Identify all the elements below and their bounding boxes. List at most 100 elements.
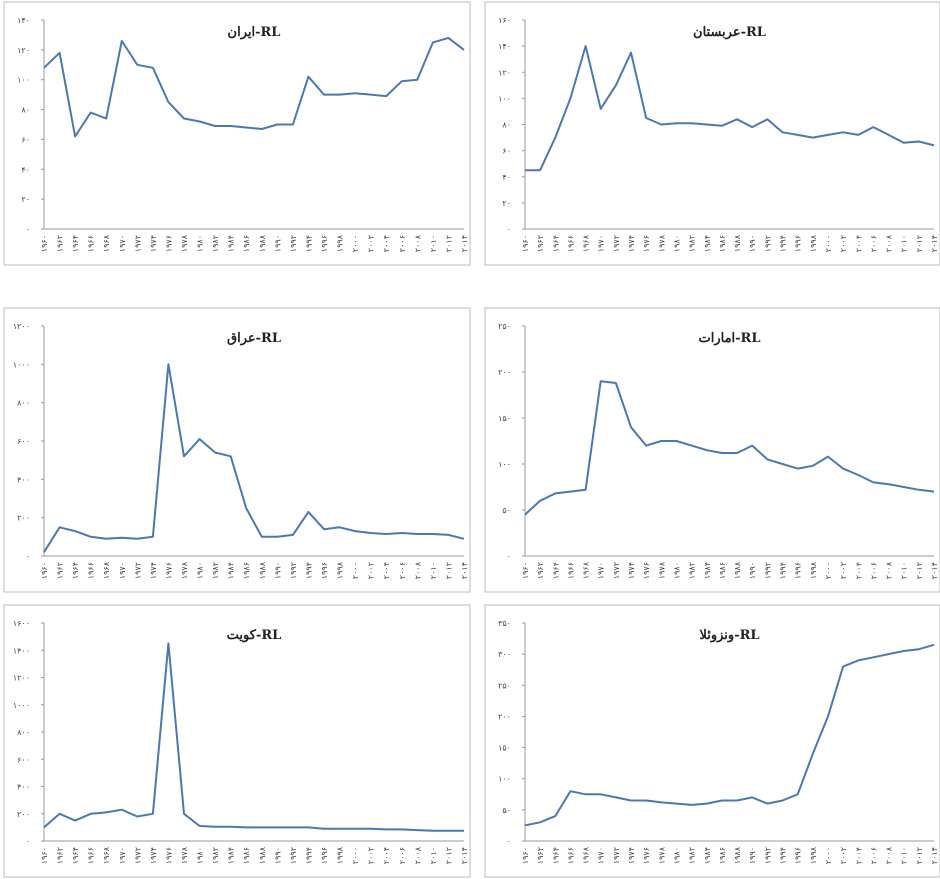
y-tick-label: ۱۰۰ [498,460,511,469]
x-tick-label: ۲۰۰۶ [398,562,407,579]
x-tick-label: ۱۹۷۸ [657,561,666,579]
x-tick-label: ۲۰۰۶ [869,847,878,864]
x-tick-label: ۱۹۸۸ [258,846,267,864]
x-tick-label: ۱۹۹۴ [779,847,788,864]
x-tick-label: ۲۰۰۸ [885,234,894,252]
x-tick-label: ۱۹۹۴ [304,847,313,864]
x-tick-label: ۱۹۹۸ [809,846,818,864]
x-tick-label: ۱۹۹۲ [289,235,298,252]
x-tick-label: ۱۹۶۶ [566,562,575,579]
x-tick-label: ۱۹۶۲ [536,847,545,864]
x-tick-label: ۱۹۹۲ [289,847,298,864]
y-tick-label: ۶۰۰ [17,755,30,764]
panel-border [484,604,940,878]
chart-title: ونزوئلا-RL [699,628,759,643]
x-tick-label: ۱۹۷۲ [133,562,142,579]
x-tick-label: ۱۹۸۲ [688,235,697,252]
y-tick-label: ۱۴۰۰ [13,646,30,655]
x-tick-label: ۱۹۸۲ [211,847,220,864]
x-tick-label: ۱۹۹۶ [794,847,803,864]
chart-title: امارات-RL [698,331,760,346]
y-tick-label: ۲۰۰ [17,514,30,523]
x-tick-label: ۱۹۷۶ [642,235,651,252]
x-tick-label: ۲۰۰۸ [413,561,422,579]
y-tick-label: ۲۰ [502,199,511,208]
x-tick-label: ۱۹۷۲ [133,847,142,864]
x-tick-label: ۱۹۹۴ [779,235,788,252]
y-tick-label: ۱۵۰ [498,414,511,423]
x-tick-label: ۱۹۶۰ [521,562,530,579]
x-tick-label: ۱۹۷۰ [597,562,606,579]
x-tick-label: ۲۰۰۰ [351,562,360,579]
x-tick-label: ۲۰۰۶ [869,235,878,252]
x-tick-label: ۲۰۱۰ [429,562,438,579]
x-tick-label: ۲۰۱۴ [460,847,469,864]
x-tick-label: ۱۹۶۰ [40,847,49,864]
x-tick-label: ۱۹۹۸ [809,561,818,579]
x-tick-label: ۱۹۶۸ [102,561,111,579]
y-tick-label: ۸۰۰ [17,728,30,737]
y-tick-label: ۰ [26,552,30,561]
y-tick-label: ۱۶۰۰ [13,619,30,628]
x-tick-label: ۱۹۶۴ [551,235,560,252]
x-tick-label: ۱۹۷۰ [118,562,127,579]
x-tick-label: ۱۹۸۰ [196,847,205,864]
x-tick-label: ۲۰۰۲ [367,235,376,252]
y-tick-label: ۱۲۰۰ [13,674,30,683]
x-tick-label: ۱۹۷۸ [657,846,666,864]
x-tick-label: ۱۹۷۰ [597,847,606,864]
x-tick-label: ۱۹۷۶ [642,847,651,864]
x-tick-label: ۱۹۷۲ [612,235,621,252]
x-tick-label: ۲۰۰۲ [839,562,848,579]
x-tick-label: ۲۰۱۰ [900,562,909,579]
x-tick-label: ۲۰۱۴ [930,847,939,864]
x-tick-label: ۱۹۶۶ [87,562,96,579]
x-tick-label: ۲۰۰۴ [382,235,391,252]
x-tick-label: ۱۹۷۴ [149,235,158,252]
x-tick-label: ۱۹۹۰ [273,847,282,864]
chart-title: عربستان-RL [693,25,766,40]
x-tick-label: ۱۹۸۴ [227,235,236,252]
y-tick-label: ۲۰۰ [498,712,511,721]
x-tick-label: ۱۹۷۰ [597,235,606,252]
x-tick-label: ۱۹۶۶ [87,847,96,864]
x-tick-label: ۱۹۸۰ [196,562,205,579]
y-tick-label: ۰ [507,225,511,234]
x-tick-label: ۱۹۷۲ [612,562,621,579]
y-tick-label: ۶۰ [502,147,511,156]
x-tick-label: ۲۰۱۴ [460,562,469,579]
x-tick-label: ۲۰۱۲ [915,562,924,579]
y-tick-label: ۵۰ [502,806,511,815]
x-tick-label: ۲۰۱۲ [444,847,453,864]
x-tick-label: ۲۰۰۴ [854,235,863,252]
y-tick-label: ۵۰ [502,506,511,515]
x-tick-label: ۱۹۶۶ [566,235,575,252]
x-tick-label: ۲۰۰۸ [413,846,422,864]
y-tick-label: ۱۵۰ [498,744,511,753]
x-tick-label: ۲۰۰۴ [854,847,863,864]
x-tick-label: ۱۹۹۲ [763,847,772,864]
x-tick-label: ۱۹۶۸ [102,234,111,252]
data-line [524,643,935,827]
x-tick-label: ۱۹۶۰ [40,235,49,252]
x-tick-label: ۱۹۸۴ [227,562,236,579]
data-line [524,380,935,516]
x-tick-label: ۱۹۶۸ [582,234,591,252]
y-tick-label: ۴۰ [502,173,511,182]
x-tick-label: ۱۹۹۰ [748,562,757,579]
x-tick-label: ۱۹۹۰ [273,562,282,579]
y-tick-label: ۲۰۰ [498,368,511,377]
x-tick-label: ۲۰۱۴ [930,235,939,252]
x-tick-label: ۱۹۶۴ [71,235,80,252]
x-tick-label: ۱۹۹۸ [336,561,345,579]
data-line [525,45,935,172]
x-tick-label: ۲۰۱۰ [429,847,438,864]
x-tick-label: ۱۹۷۰ [118,235,127,252]
x-tick-label: ۱۹۷۲ [612,847,621,864]
x-tick-label: ۱۹۶۶ [87,235,96,252]
x-tick-label: ۱۹۶۸ [102,846,111,864]
x-tick-label: ۱۹۷۴ [149,562,158,579]
y-tick-label: ۱۰۰۰ [13,701,30,710]
x-tick-label: ۲۰۱۴ [460,235,469,252]
y-tick-label: ۱۰۰ [17,76,30,85]
